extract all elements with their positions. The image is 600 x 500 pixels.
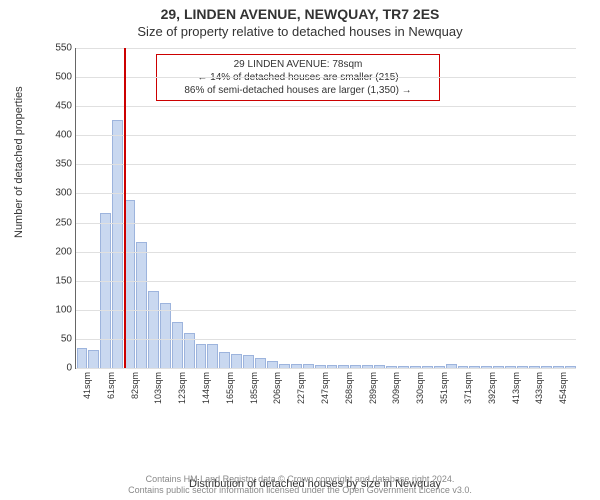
x-tick: 330sqm — [415, 372, 425, 404]
x-tick: 206sqm — [272, 372, 282, 404]
bar — [219, 352, 230, 368]
annotation-line3: 86% of semi-detached houses are larger (… — [163, 84, 433, 97]
footer-line1: Contains HM Land Registry data © Crown c… — [0, 474, 600, 485]
x-tick: 268sqm — [344, 372, 354, 404]
footer-line2: Contains public sector information licen… — [0, 485, 600, 496]
page-subtitle: Size of property relative to detached ho… — [0, 22, 600, 39]
bar — [255, 358, 266, 368]
gridline — [76, 252, 576, 253]
bar — [196, 344, 207, 368]
y-tick: 450 — [55, 101, 72, 112]
x-tick: 103sqm — [153, 372, 163, 404]
bar — [77, 348, 88, 368]
x-tick: 351sqm — [439, 372, 449, 404]
x-tick: 227sqm — [296, 372, 306, 404]
plot-area: 29 LINDEN AVENUE: 78sqm ← 14% of detache… — [75, 48, 576, 369]
y-tick: 550 — [55, 43, 72, 54]
x-tick: 289sqm — [368, 372, 378, 404]
bar — [207, 344, 218, 368]
gridline — [76, 339, 576, 340]
x-tick: 309sqm — [391, 372, 401, 404]
x-tick: 413sqm — [511, 372, 521, 404]
histogram-chart: Number of detached properties 29 LINDEN … — [55, 48, 575, 428]
gridline — [76, 368, 576, 369]
x-tick: 165sqm — [225, 372, 235, 404]
x-tick: 433sqm — [534, 372, 544, 404]
bar — [124, 200, 135, 368]
x-tick: 185sqm — [249, 372, 259, 404]
bar — [160, 303, 171, 368]
x-tick: 454sqm — [558, 372, 568, 404]
marker-line — [124, 48, 126, 368]
gridline — [76, 193, 576, 194]
bar — [112, 120, 123, 368]
x-tick: 41sqm — [82, 372, 92, 399]
gridline — [76, 310, 576, 311]
bar — [267, 361, 278, 368]
y-tick: 400 — [55, 130, 72, 141]
x-tick: 371sqm — [463, 372, 473, 404]
page-title: 29, LINDEN AVENUE, NEWQUAY, TR7 2ES — [0, 0, 600, 22]
bar — [88, 350, 99, 368]
y-tick: 250 — [55, 217, 72, 228]
x-tick: 123sqm — [177, 372, 187, 404]
gridline — [76, 164, 576, 165]
y-axis-label: Number of detached properties — [13, 86, 25, 238]
gridline — [76, 281, 576, 282]
y-tick: 500 — [55, 72, 72, 83]
bar — [231, 354, 242, 368]
gridline — [76, 106, 576, 107]
y-tick: 50 — [61, 333, 72, 344]
gridline — [76, 135, 576, 136]
bar — [243, 355, 254, 368]
y-tick: 100 — [55, 304, 72, 315]
y-tick: 200 — [55, 246, 72, 257]
x-tick: 61sqm — [106, 372, 116, 399]
gridline — [76, 77, 576, 78]
gridline — [76, 48, 576, 49]
bar — [136, 242, 147, 368]
gridline — [76, 223, 576, 224]
y-tick: 0 — [66, 363, 72, 374]
annotation-line1: 29 LINDEN AVENUE: 78sqm — [163, 58, 433, 71]
bar — [100, 213, 111, 368]
x-tick: 247sqm — [320, 372, 330, 404]
x-tick: 144sqm — [201, 372, 211, 404]
x-tick: 82sqm — [130, 372, 140, 399]
y-tick: 300 — [55, 188, 72, 199]
y-tick: 350 — [55, 159, 72, 170]
x-tick: 392sqm — [487, 372, 497, 404]
footer-attribution: Contains HM Land Registry data © Crown c… — [0, 474, 600, 496]
y-tick: 150 — [55, 275, 72, 286]
bar — [148, 291, 159, 368]
bar — [172, 322, 183, 368]
